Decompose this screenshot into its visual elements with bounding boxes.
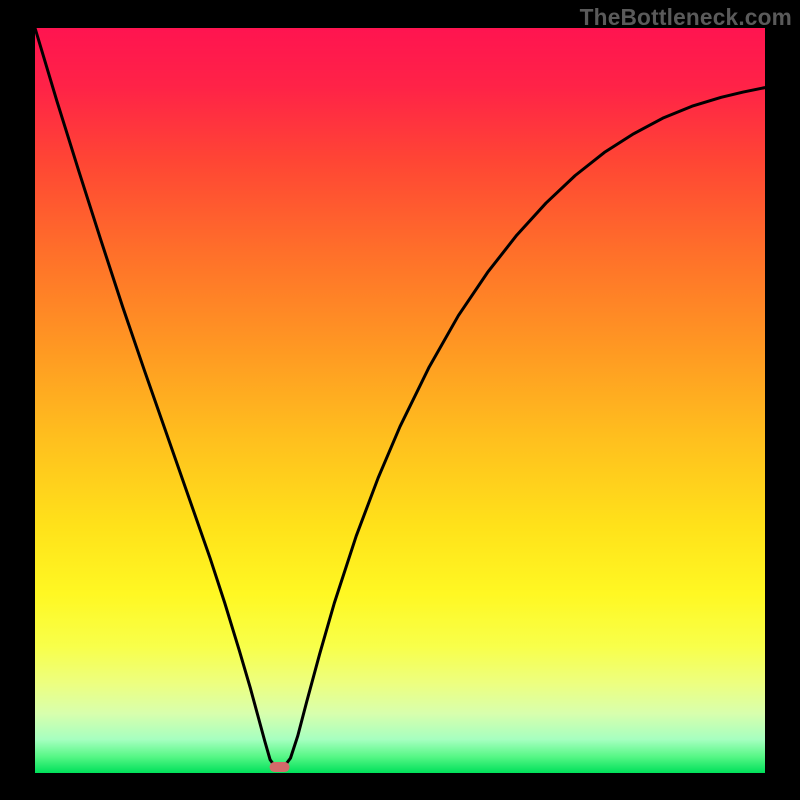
figure-root: TheBottleneck.com bbox=[0, 0, 800, 800]
bottleneck-chart bbox=[0, 0, 800, 800]
watermark-text: TheBottleneck.com bbox=[580, 4, 792, 31]
